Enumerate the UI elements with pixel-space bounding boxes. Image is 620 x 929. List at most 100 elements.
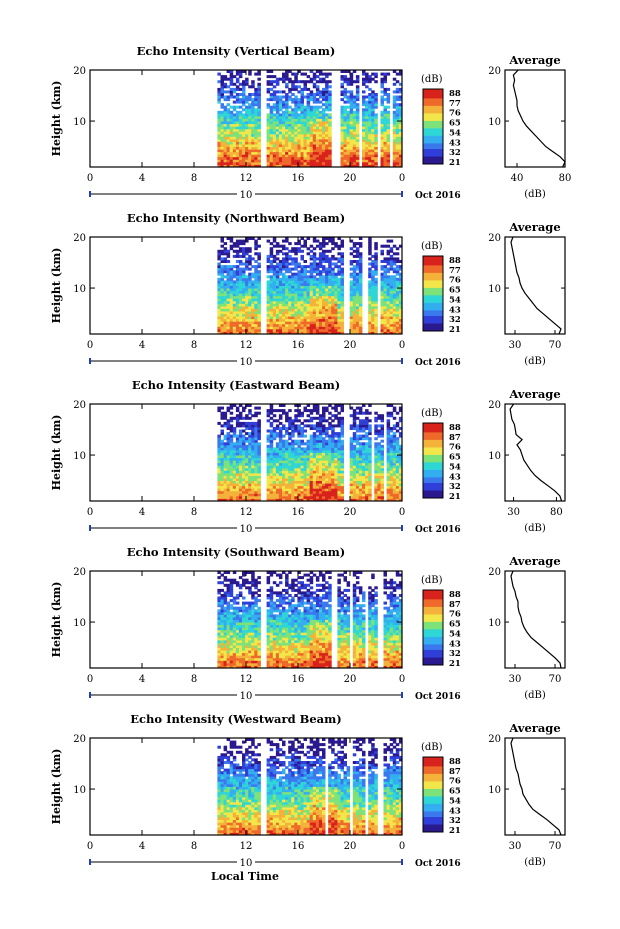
heatmap-cell bbox=[235, 128, 240, 132]
heatmap-cell bbox=[278, 90, 283, 94]
heatmap-cell bbox=[334, 262, 338, 266]
heatmap-cell bbox=[368, 249, 372, 253]
heatmap-cell bbox=[325, 144, 329, 147]
heatmap-cell bbox=[371, 323, 375, 327]
heatmap-cell bbox=[278, 295, 283, 299]
heatmap-cell bbox=[374, 308, 378, 312]
heatmap-cell bbox=[297, 475, 301, 479]
heatmap-cell bbox=[380, 115, 384, 119]
heatmap-cell bbox=[235, 93, 240, 96]
heatmap-cell bbox=[238, 421, 243, 425]
heatmap-cell bbox=[266, 144, 271, 147]
heatmap-cell bbox=[358, 465, 363, 469]
colorbar-step bbox=[423, 329, 443, 332]
heatmap-cell bbox=[371, 141, 375, 145]
heatmap-cell bbox=[358, 467, 363, 471]
heatmap-cell bbox=[365, 103, 369, 107]
heatmap-cell bbox=[386, 298, 391, 302]
heatmap-cell bbox=[269, 282, 274, 286]
heatmap-cell bbox=[389, 313, 394, 317]
heatmap-cell bbox=[303, 239, 307, 243]
heatmap-cell bbox=[229, 77, 234, 81]
heatmap-cell bbox=[322, 154, 326, 158]
heatmap-cell bbox=[272, 93, 277, 96]
heatmap-cell bbox=[278, 457, 283, 461]
heatmap-cell bbox=[334, 447, 338, 451]
heatmap-cell bbox=[269, 485, 274, 489]
heatmap-cell bbox=[288, 308, 292, 312]
heatmap-cell bbox=[331, 277, 335, 281]
heatmap-cell bbox=[220, 495, 224, 499]
heatmap-cell bbox=[300, 480, 304, 484]
heatmap-cell bbox=[306, 480, 311, 484]
heatmap-cell bbox=[325, 151, 329, 155]
heatmap-cell bbox=[232, 285, 237, 289]
heatmap-cell bbox=[362, 72, 366, 76]
heatmap-cell bbox=[232, 275, 237, 279]
heatmap-cell bbox=[288, 444, 292, 448]
heatmap-cell bbox=[392, 103, 397, 107]
heatmap-cell bbox=[291, 272, 295, 276]
heatmap-cell bbox=[365, 495, 369, 499]
heatmap-cell bbox=[389, 290, 394, 294]
heatmap-cell bbox=[300, 313, 304, 317]
heatmap-cell bbox=[229, 144, 234, 147]
heatmap-cell bbox=[309, 70, 314, 73]
heatmap-cell bbox=[306, 414, 311, 418]
heatmap-cell bbox=[226, 406, 231, 410]
heatmap-cell bbox=[235, 265, 240, 269]
heatmap-cell bbox=[340, 457, 344, 461]
heatmap-cell bbox=[352, 146, 357, 150]
heatmap-cell bbox=[297, 126, 301, 130]
heatmap-cell bbox=[223, 252, 228, 256]
heatmap-cell bbox=[294, 488, 298, 492]
heatmap-cell bbox=[309, 141, 314, 145]
colorbar-step bbox=[423, 158, 443, 161]
heatmap-cell bbox=[340, 133, 344, 137]
heatmap-cell bbox=[248, 480, 252, 484]
heatmap-cell bbox=[242, 270, 246, 274]
heatmap-cell bbox=[275, 465, 280, 469]
heatmap-cell bbox=[395, 257, 400, 261]
heatmap-cell bbox=[374, 311, 378, 314]
heatmap-cell bbox=[238, 93, 243, 96]
heatmap-cell bbox=[352, 305, 357, 309]
heatmap-cell bbox=[334, 277, 338, 281]
heatmap-cell bbox=[294, 326, 298, 330]
heatmap-cell bbox=[266, 498, 271, 502]
heatmap-cell bbox=[278, 331, 283, 335]
heatmap-cell bbox=[325, 298, 329, 302]
heatmap-cell bbox=[334, 285, 338, 289]
heatmap-cell bbox=[340, 244, 344, 248]
heatmap-cell bbox=[392, 123, 397, 127]
heatmap-cell bbox=[315, 452, 320, 456]
heatmap-cell bbox=[242, 493, 246, 497]
heatmap-cell bbox=[349, 452, 354, 456]
heatmap-cell bbox=[343, 90, 347, 94]
heatmap-cell bbox=[291, 429, 295, 433]
heatmap-cell bbox=[248, 437, 252, 441]
heatmap-cell bbox=[365, 434, 369, 438]
heatmap-cell bbox=[358, 424, 363, 428]
heatmap-cell bbox=[306, 467, 311, 471]
heatmap-cell bbox=[340, 409, 344, 413]
heatmap-cell bbox=[334, 288, 338, 292]
heatmap-cell bbox=[238, 138, 243, 142]
heatmap-cell bbox=[358, 326, 363, 330]
heatmap-cell bbox=[291, 318, 295, 322]
heatmap-cell bbox=[285, 313, 289, 317]
heatmap-cell bbox=[383, 321, 387, 325]
heatmap-cell bbox=[309, 300, 314, 304]
heatmap-cell bbox=[257, 419, 261, 423]
heatmap-cell bbox=[358, 444, 363, 448]
heatmap-cell bbox=[272, 128, 277, 132]
heatmap-cell bbox=[368, 331, 372, 335]
heatmap-cell bbox=[355, 437, 360, 441]
heatmap-cell bbox=[282, 427, 286, 430]
heatmap-cell bbox=[318, 285, 323, 289]
heatmap-cell bbox=[254, 275, 258, 279]
heatmap-cell bbox=[288, 434, 292, 438]
heatmap-cell bbox=[242, 123, 246, 127]
heatmap-cell bbox=[358, 490, 363, 494]
heatmap-cell bbox=[217, 113, 221, 117]
